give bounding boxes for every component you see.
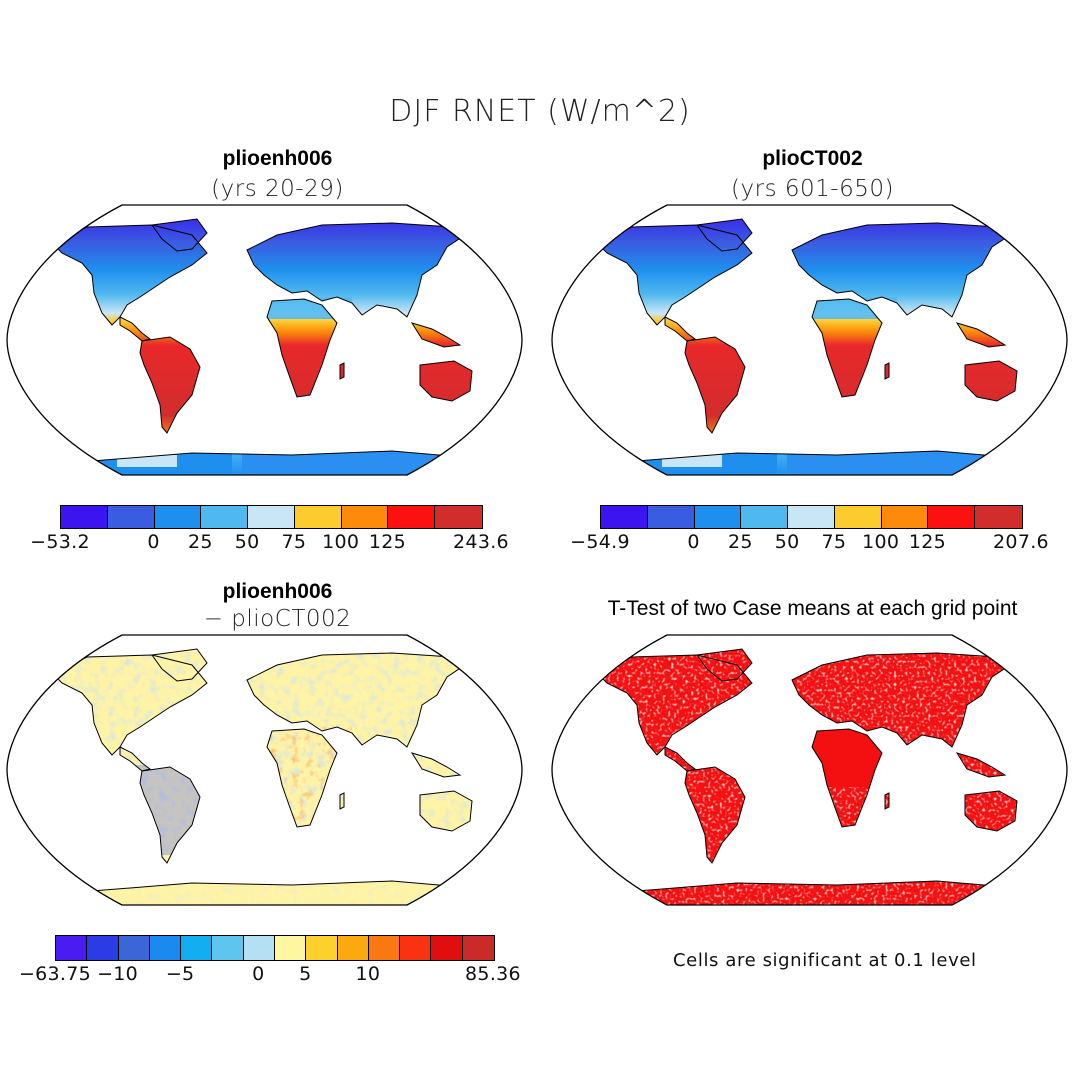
colorbar-swatch — [368, 936, 401, 960]
colorbar-swatch — [462, 936, 494, 960]
panel-title-bottom-right: T-Test of two Case means at each grid po… — [607, 597, 1018, 620]
colorbar-swatch — [694, 506, 742, 528]
panel-title-bottom-left: plioenh006 — [222, 580, 333, 603]
colorbar-tick-label: −10 — [97, 963, 139, 985]
colorbar-tick-label: −63.75 — [18, 963, 92, 985]
map-top-right — [551, 204, 1068, 476]
panel-subtitle-bottom-left: − plioCT002 — [203, 606, 352, 632]
colorbar-swatch — [149, 936, 182, 960]
colorbar-swatch — [601, 506, 648, 528]
colorbar-tick-label: 85.36 — [465, 963, 521, 985]
colorbar-tick-label: 5 — [299, 963, 312, 985]
colorbar-tick-label: −53.2 — [30, 531, 90, 553]
panel-subtitle-top-left: (yrs 20-29) — [211, 176, 344, 202]
colorbar-swatch — [154, 506, 202, 528]
colorbar-tick-label: 0 — [252, 963, 265, 985]
colorbar-swatch — [337, 936, 369, 960]
colorbar-swatch — [212, 936, 244, 960]
colorbar-swatch — [201, 506, 249, 528]
colorbar-tick-label: 0 — [687, 531, 700, 553]
significance-note: Cells are significant at 0.1 level — [673, 950, 977, 971]
panel-title-top-right: plioCT002 — [762, 147, 863, 170]
colorbar-tick-label: 50 — [234, 531, 260, 553]
colorbar-swatch — [118, 936, 150, 960]
colorbar-swatch — [647, 506, 695, 528]
colorbar-tick-label: 75 — [281, 531, 307, 553]
colorbar-tick-label: 125 — [368, 531, 407, 553]
colorbar-bottom-left — [55, 935, 495, 961]
colorbar-swatch — [388, 506, 436, 528]
colorbar-swatch — [431, 936, 463, 960]
panel-title-top-left: plioenh006 — [222, 147, 333, 170]
colorbar-tick-label: 100 — [322, 531, 360, 553]
colorbar-swatch — [881, 506, 929, 528]
map-bottom-left — [6, 634, 523, 906]
colorbar-swatch — [975, 506, 1022, 528]
colorbar-swatch — [274, 936, 307, 960]
colorbar-swatch — [928, 506, 976, 528]
colorbar-tick-label: 25 — [727, 531, 753, 553]
colorbar-swatch — [400, 936, 432, 960]
panel-subtitle-top-right: (yrs 601-650) — [731, 176, 894, 202]
colorbar-tick-label: −5 — [165, 963, 195, 985]
map-bottom-right — [551, 634, 1068, 906]
colorbar-swatch — [294, 506, 342, 528]
colorbar-swatch — [741, 506, 789, 528]
colorbar-tick-label: 25 — [187, 531, 213, 553]
colorbar-tick-label: 0 — [147, 531, 160, 553]
colorbar-swatch — [243, 936, 275, 960]
colorbar-tick-label: 100 — [862, 531, 900, 553]
colorbar-swatch — [248, 506, 295, 528]
colorbar-swatch — [61, 506, 108, 528]
colorbar-top-right — [600, 505, 1023, 529]
colorbar-tick-label: 243.6 — [453, 531, 509, 553]
colorbar-tick-label: 207.6 — [993, 531, 1049, 553]
colorbar-swatch — [341, 506, 389, 528]
colorbar-swatch — [435, 506, 482, 528]
colorbar-tick-label: −54.9 — [570, 531, 630, 553]
colorbar-tick-label: 50 — [774, 531, 800, 553]
map-top-left — [6, 204, 523, 476]
colorbar-swatch — [181, 936, 213, 960]
colorbar-tick-label: 125 — [908, 531, 947, 553]
colorbar-swatch — [87, 936, 119, 960]
figure-title: DJF RNET (W/m^2) — [389, 94, 691, 129]
colorbar-swatch — [834, 506, 882, 528]
colorbar-swatch — [788, 506, 835, 528]
colorbar-swatch — [107, 506, 155, 528]
colorbar-tick-label: 75 — [821, 531, 847, 553]
colorbar-swatch — [306, 936, 338, 960]
colorbar-swatch — [56, 936, 88, 960]
colorbar-top-left — [60, 505, 483, 529]
colorbar-tick-label: 10 — [355, 963, 381, 985]
